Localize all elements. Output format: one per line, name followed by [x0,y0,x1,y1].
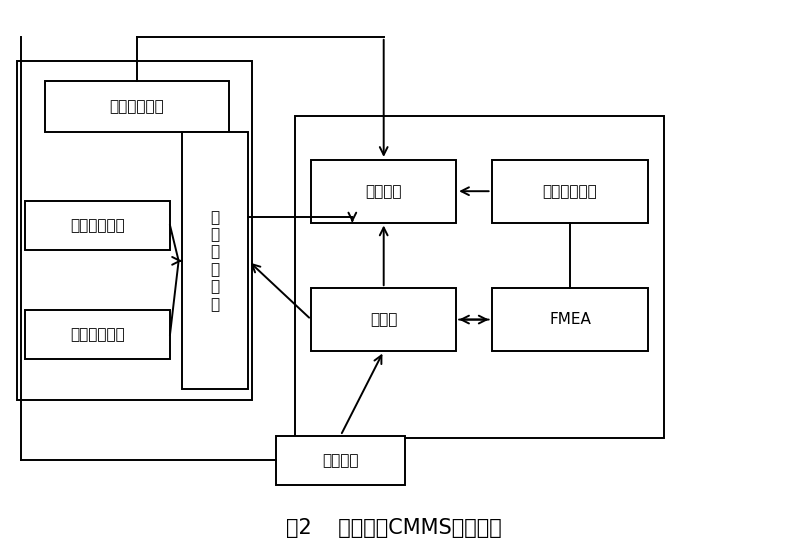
Text: 数据库: 数据库 [370,312,397,327]
Text: 设备维修任务: 设备维修任务 [109,99,164,114]
Text: 设备运行数据: 设备运行数据 [70,327,125,342]
Bar [311,160,456,222]
Text: 设
备
状
态
评
估: 设 备 状 态 评 估 [211,210,220,312]
Text: FMEA: FMEA [549,312,591,327]
Bar [492,160,648,222]
Text: 图2    化工设备CMMS系统管理: 图2 化工设备CMMS系统管理 [286,518,501,539]
Text: 维修评价: 维修评价 [323,453,359,468]
Text: 维修逻辑决策: 维修逻辑决策 [542,184,597,199]
Bar [276,436,405,485]
Bar [25,201,170,250]
Bar [311,288,456,351]
Bar [295,116,664,438]
Bar [45,81,229,132]
Text: 状态监测数据: 状态监测数据 [70,218,125,233]
Bar [17,61,253,400]
Bar [492,288,648,351]
Bar [25,310,170,359]
Bar [182,132,249,389]
Text: 管理模块: 管理模块 [365,184,402,199]
